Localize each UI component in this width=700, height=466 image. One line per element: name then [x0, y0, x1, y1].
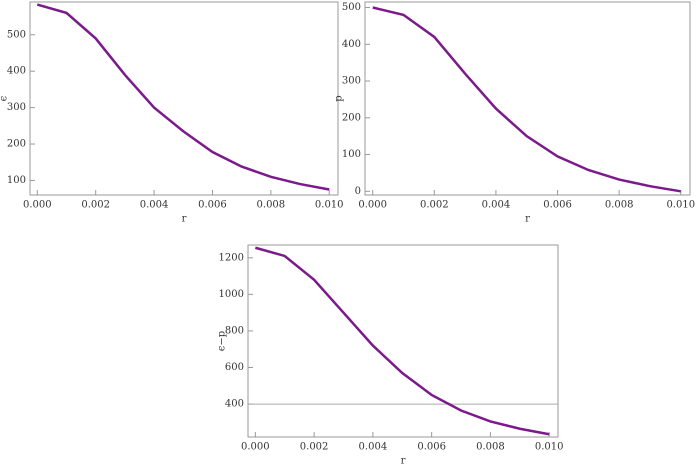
y-tick-label: 0 [355, 186, 361, 197]
y-tick-label: 500 [7, 29, 26, 40]
x-tick-label: 0.000 [23, 200, 52, 211]
chart-panel: 0.000 0.002 0.004 0.006 0.008 0.010 0 100 200 300… [334, 1, 695, 225]
y-tick-label: 600 [225, 362, 244, 373]
x-axis-label: r [525, 214, 530, 225]
x-axis-label: r [182, 214, 187, 225]
data-line [36, 3, 330, 191]
x-tick-label: 0.008 [476, 442, 505, 453]
x-tick-label: 0.000 [241, 442, 270, 453]
y-axis-label: ϵ−p [217, 331, 228, 351]
x-tick-label: 0.004 [482, 200, 511, 211]
x-tick-label: 0.002 [81, 200, 110, 211]
x-tick-label: 0.010 [535, 442, 564, 453]
plot-frame [364, 1, 691, 196]
y-tick-label: 100 [7, 175, 26, 186]
chart-panel: 0.000 0.002 0.004 0.006 0.008 0.010 400 600 800 1… [217, 244, 564, 466]
y-tick-label: 200 [7, 139, 26, 150]
x-tick-label: 0.006 [417, 442, 446, 453]
y-tick-label: 800 [225, 325, 244, 336]
y-tick-label: 300 [7, 102, 26, 113]
y-axis-label: ϵ [0, 95, 10, 101]
data-line [372, 6, 681, 193]
x-tick-label: 0.004 [359, 442, 388, 453]
y-tick-label: 400 [7, 66, 26, 77]
data-line [255, 246, 550, 436]
y-tick-label: 100 [342, 149, 361, 160]
chart-panel: 0.000 0.002 0.004 0.006 0.008 0.010 100 200 300 4… [0, 1, 344, 225]
x-tick-label: 0.002 [420, 200, 449, 211]
y-tick-label: 400 [225, 399, 244, 410]
plot-frame [247, 244, 559, 438]
x-axis-label: r [401, 456, 406, 466]
x-tick-label: 0.002 [300, 442, 329, 453]
y-tick-label: 1200 [219, 252, 244, 263]
y-tick-label: 1000 [219, 289, 244, 300]
x-tick-label: 0.008 [605, 200, 634, 211]
x-tick-label: 0.010 [315, 200, 344, 211]
y-tick-label: 400 [342, 39, 361, 50]
y-tick-label: 200 [342, 112, 361, 123]
y-tick-label: 500 [342, 2, 361, 13]
y-tick-label: 300 [342, 76, 361, 87]
plot-frame [29, 1, 339, 196]
y-axis-label: p [334, 95, 345, 101]
x-tick-label: 0.004 [140, 200, 169, 211]
x-tick-label: 0.000 [358, 200, 387, 211]
x-tick-label: 0.010 [666, 200, 695, 211]
x-tick-label: 0.008 [257, 200, 286, 211]
x-tick-label: 0.006 [198, 200, 227, 211]
x-tick-label: 0.006 [543, 200, 572, 211]
